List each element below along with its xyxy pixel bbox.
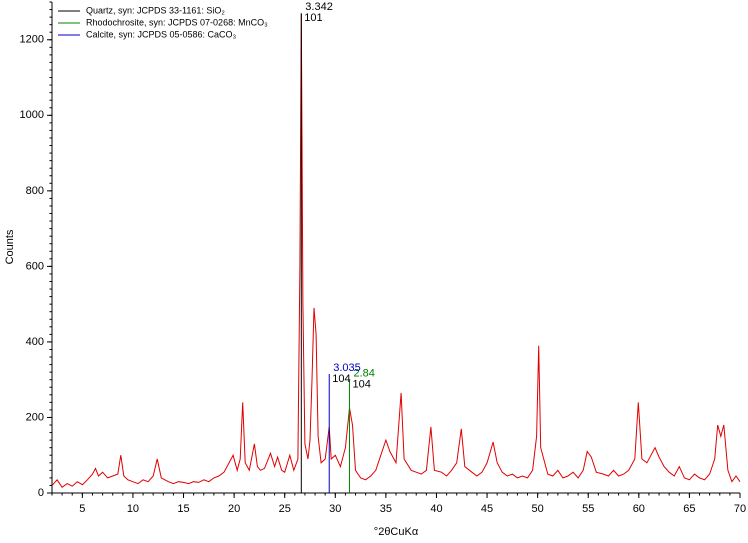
y-axis-label: Counts xyxy=(4,229,16,264)
hkl-label: 104 xyxy=(332,373,350,385)
x-tick-label: 50 xyxy=(532,503,544,515)
x-tick-label: 35 xyxy=(380,503,392,515)
y-tick-label: 600 xyxy=(26,260,44,272)
hkl-label: 101 xyxy=(304,12,322,24)
diffraction-pattern xyxy=(51,13,741,489)
x-tick-label: 70 xyxy=(734,503,746,515)
d-spacing-label: 3.035 xyxy=(333,362,361,374)
x-tick-label: 55 xyxy=(582,503,594,515)
legend-label: Calcite, syn: JCPDS 05-0586: CaCO₃ xyxy=(86,29,237,39)
x-tick-label: 60 xyxy=(633,503,645,515)
legend-label: Rhodochrosite, syn: JCPDS 07-0268: MnCO₃ xyxy=(86,17,268,27)
d-spacing-label: 3.342 xyxy=(305,1,333,13)
x-axis-label: °2θCuKα xyxy=(374,526,419,538)
d-spacing-label: 2.84 xyxy=(353,368,374,380)
y-tick-label: 1200 xyxy=(20,34,44,46)
hkl-label: 104 xyxy=(352,379,370,391)
y-tick-label: 400 xyxy=(26,336,44,348)
y-tick-label: 800 xyxy=(26,185,44,197)
legend-label: Quartz, syn: JCPDS 33-1161: SiO₂ xyxy=(86,5,225,15)
x-tick-label: 20 xyxy=(228,503,240,515)
y-tick-label: 1000 xyxy=(20,109,44,121)
x-tick-label: 45 xyxy=(481,503,493,515)
y-tick-label: 200 xyxy=(26,411,44,423)
x-tick-label: 25 xyxy=(279,503,291,515)
y-tick-label: 0 xyxy=(38,487,44,499)
x-tick-label: 40 xyxy=(430,503,442,515)
x-tick-label: 65 xyxy=(683,503,695,515)
x-tick-label: 30 xyxy=(329,503,341,515)
x-tick-label: 10 xyxy=(127,503,139,515)
x-tick-label: 15 xyxy=(177,503,189,515)
x-tick-label: 5 xyxy=(79,503,85,515)
